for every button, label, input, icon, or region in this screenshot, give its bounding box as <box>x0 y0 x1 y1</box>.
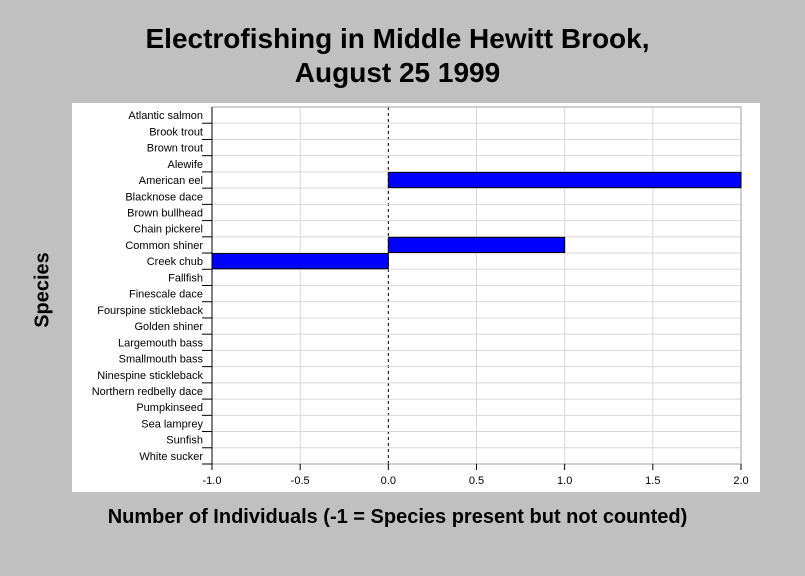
y-tick-label: Northern redbelly dace <box>92 386 203 398</box>
x-tick-label: -1.0 <box>203 475 222 487</box>
y-tick-label: Largemouth bass <box>118 337 203 349</box>
y-tick-label: Golden shiner <box>135 321 204 333</box>
bar <box>387 171 742 189</box>
y-tick-label: White sucker <box>139 451 203 463</box>
y-tick-label: Fallfish <box>168 272 203 284</box>
x-tick-label: 1.5 <box>645 475 660 487</box>
bar <box>387 236 566 254</box>
y-tick-label: Pumpkinseed <box>136 402 203 414</box>
chart-title-line-1: Electrofishing in Middle Hewitt Brook, <box>145 23 650 54</box>
y-axis-label: Species <box>31 252 54 328</box>
y-tick-label: Chain pickerel <box>133 224 203 236</box>
y-tick-label: Alewife <box>168 159 203 171</box>
plot-panel: Atlantic salmon Brook trout Brown trout Ale… <box>72 103 760 492</box>
chart-title: Electrofishing in Middle Hewitt Brook, A… <box>0 22 795 90</box>
x-tick-label: 0.5 <box>469 475 484 487</box>
y-tick-label: Ninespine stickleback <box>97 370 203 382</box>
x-axis-label: Number of Individuals (-1 = Species pres… <box>107 506 688 528</box>
y-tick-label: Sunfish <box>166 435 203 447</box>
chart-title-line-2: August 25 1999 <box>294 57 501 88</box>
x-tick-label: 1.0 <box>557 475 572 487</box>
y-tick-label: Fourspine stickleback <box>97 305 203 317</box>
y-tick-label: Finescale dace <box>129 289 203 301</box>
y-tick-label: Common shiner <box>125 240 203 252</box>
x-tick-label: 2.0 <box>733 475 748 487</box>
y-tick-label: Brown trout <box>147 143 203 155</box>
y-tick-label: Sea lamprey <box>141 418 203 430</box>
y-tick-label: Atlantic salmon <box>128 110 203 122</box>
y-tick-label: Brown bullhead <box>127 207 203 219</box>
y-tick-label: Smallmouth bass <box>119 354 204 366</box>
x-tick-label: 0.0 <box>381 475 396 487</box>
x-tick-label: -0.5 <box>291 475 310 487</box>
y-tick-label: Blacknose dace <box>125 191 203 203</box>
y-tick-label: Brook trout <box>149 126 203 138</box>
y-tick-label: Creek chub <box>147 256 203 268</box>
bar <box>211 253 389 270</box>
y-tick-label: American eel <box>139 175 203 187</box>
bar-chart: Atlantic salmon Brook trout Brown trout Ale… <box>92 106 749 487</box>
